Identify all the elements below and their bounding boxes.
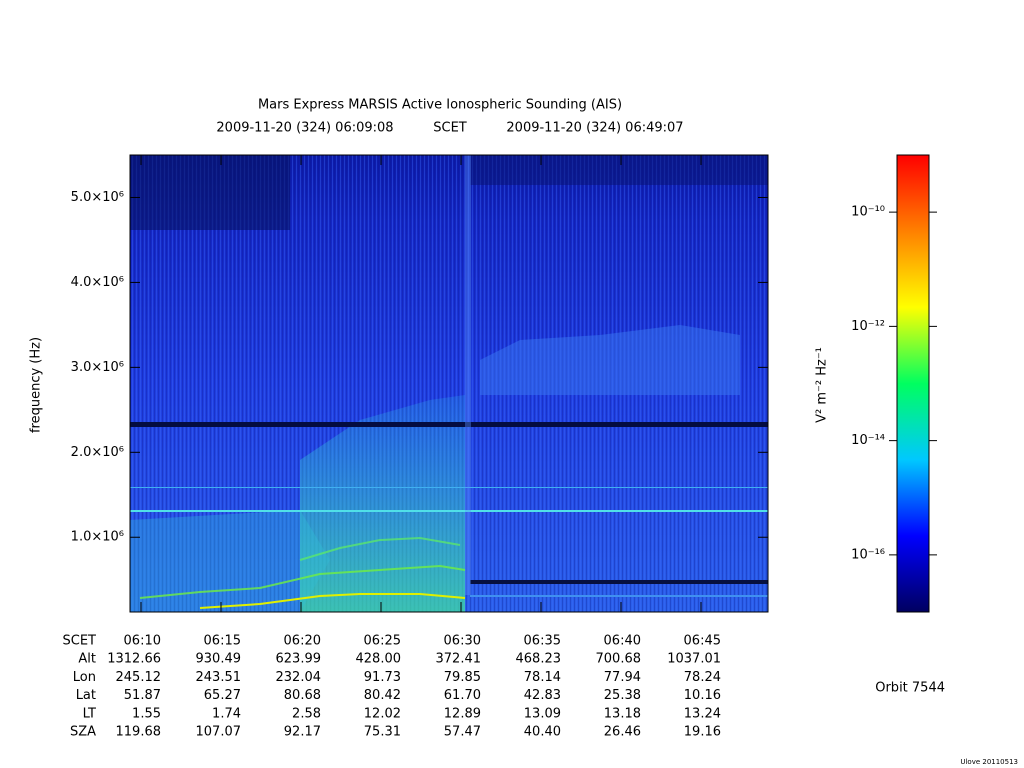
table-cell: 12.02	[364, 706, 401, 721]
table-cell: 51.87	[124, 688, 161, 703]
table-cell: 700.68	[596, 652, 642, 667]
credit: Ulove 20110513	[960, 758, 1018, 766]
table-cell: 372.41	[436, 652, 482, 667]
table-cell: 75.31	[364, 725, 401, 740]
table-cell: 26.46	[604, 725, 641, 740]
table-cell: 61.70	[444, 688, 481, 703]
orbit-label: Orbit 7544	[875, 681, 945, 696]
y-tick-label: 5.0×10⁶	[71, 190, 124, 205]
table-cell: 232.04	[276, 670, 322, 685]
table-cell: 243.51	[196, 670, 242, 685]
table-cell: 1.74	[212, 706, 241, 721]
table-cell: 623.99	[276, 652, 322, 667]
table-cell: 1.55	[132, 706, 161, 721]
row-label: Lat	[76, 688, 96, 703]
table-cell: 107.07	[196, 725, 242, 740]
y-tick-label: 3.0×10⁶	[71, 360, 124, 375]
table-cell: 1037.01	[667, 652, 721, 667]
table-cell: 79.85	[444, 670, 481, 685]
table-cell: 428.00	[356, 652, 402, 667]
table-cell: 65.27	[204, 688, 241, 703]
colorbar-tick-label: 10⁻¹²	[851, 319, 885, 334]
scet-end: 2009-11-20 (324) 06:49:07	[506, 121, 683, 136]
colorbar-label: V² m⁻² Hz⁻¹	[815, 347, 830, 423]
colorbar	[897, 155, 929, 612]
table-cell: 930.49	[196, 652, 242, 667]
table-cell: 25.38	[604, 688, 641, 703]
table-cell: 06:35	[524, 634, 561, 649]
table-cell: 91.73	[364, 670, 401, 685]
row-label: Lon	[73, 670, 96, 685]
table-cell: 80.42	[364, 688, 401, 703]
table-cell: 06:25	[364, 634, 401, 649]
table-cell: 468.23	[516, 652, 562, 667]
table-cell: 13.24	[684, 706, 721, 721]
table-cell: 119.68	[116, 725, 162, 740]
plot-frame	[129, 154, 769, 613]
row-label: LT	[83, 706, 96, 721]
scet-start: 2009-11-20 (324) 06:09:08	[216, 121, 393, 136]
table-cell: 13.09	[524, 706, 561, 721]
scet-label: SCET	[433, 121, 467, 136]
table-cell: 78.14	[524, 670, 561, 685]
chart-title: Mars Express MARSIS Active Ionospheric S…	[258, 98, 622, 113]
row-label: SCET	[63, 634, 97, 649]
table-cell: 40.40	[524, 725, 561, 740]
table-cell: 19.16	[684, 725, 721, 740]
table-cell: 2.58	[292, 706, 321, 721]
table-cell: 06:15	[204, 634, 241, 649]
colorbar-tick-label: 10⁻¹⁴	[851, 433, 885, 448]
colorbar-tick-label: 10⁻¹⁰	[851, 205, 885, 220]
row-label: SZA	[70, 725, 96, 740]
table-cell: 57.47	[444, 725, 481, 740]
y-tick-label: 4.0×10⁶	[71, 275, 124, 290]
y-tick-label: 1.0×10⁶	[71, 530, 124, 545]
spectrogram	[130, 155, 768, 612]
table-cell: 92.17	[284, 725, 321, 740]
colorbar-border	[896, 154, 930, 613]
y-tick-label: 2.0×10⁶	[71, 445, 124, 460]
table-cell: 80.68	[284, 688, 321, 703]
table-cell: 77.94	[604, 670, 641, 685]
table-cell: 245.12	[116, 670, 162, 685]
table-cell: 06:30	[444, 634, 481, 649]
colorbar-tick-label: 10⁻¹⁶	[851, 547, 885, 562]
table-cell: 06:45	[684, 634, 721, 649]
table-cell: 12.89	[444, 706, 481, 721]
table-cell: 78.24	[684, 670, 721, 685]
table-cell: 06:10	[124, 634, 161, 649]
row-label: Alt	[78, 652, 96, 667]
table-cell: 1312.66	[107, 652, 161, 667]
table-cell: 13.18	[604, 706, 641, 721]
y-axis-label: frequency (Hz)	[29, 337, 44, 433]
table-cell: 42.83	[524, 688, 561, 703]
table-cell: 06:20	[284, 634, 321, 649]
table-cell: 06:40	[604, 634, 641, 649]
table-cell: 10.16	[684, 688, 721, 703]
